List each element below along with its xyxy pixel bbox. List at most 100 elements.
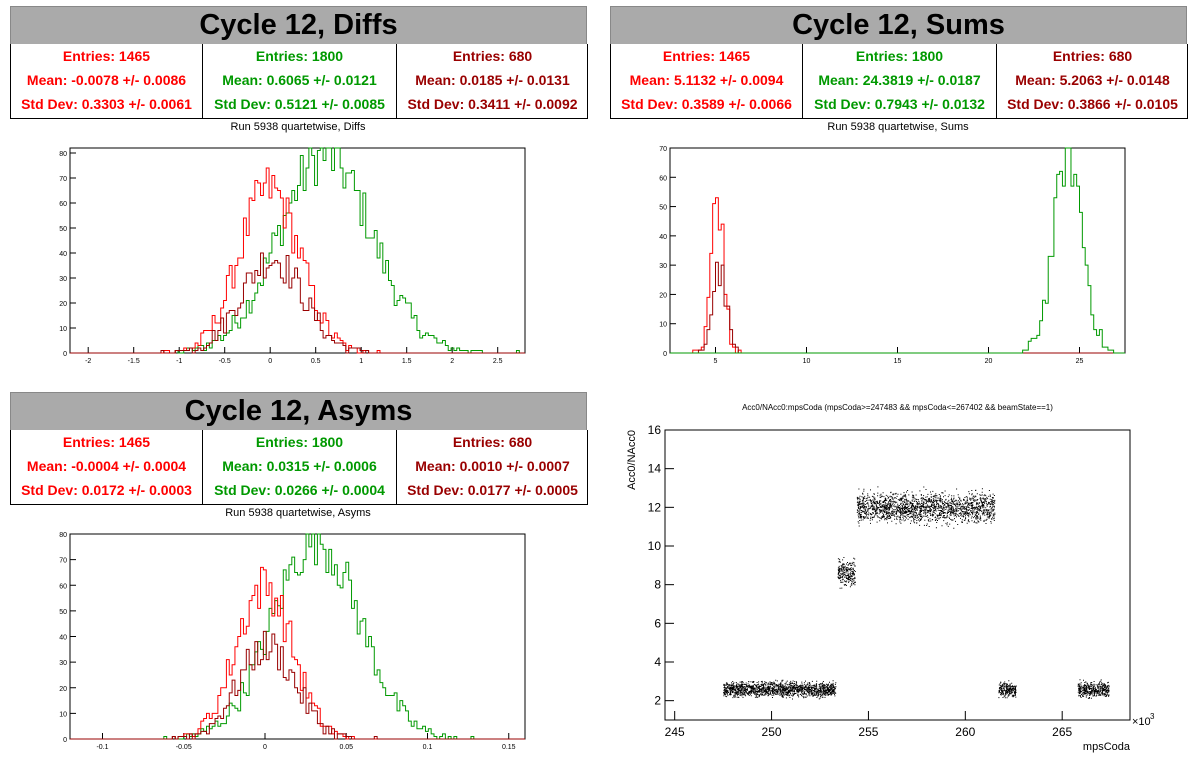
x-tick-label: 0.5 [311, 358, 321, 365]
sums-stats-darkred: Entries: 680 Mean: 5.2063 +/- 0.0148 Std… [996, 44, 1188, 118]
x-tick-label: 260 [955, 725, 975, 739]
sums-stats-red: Entries: 1465 Mean: 5.1132 +/- 0.0094 St… [611, 44, 802, 118]
asyms-stats-green: Entries: 1800 Mean: 0.0315 +/- 0.0006 St… [202, 430, 396, 504]
histogram-series [70, 147, 525, 354]
diffs-stats-darkred: Entries: 680 Mean: 0.0185 +/- 0.0131 Std… [396, 44, 588, 118]
stat-entries: Entries: 1465 [662, 48, 751, 64]
x-multiplier: ×10 [1132, 716, 1151, 728]
x-tick-label: 0 [268, 358, 272, 365]
x-tick-label: -1.5 [128, 358, 140, 365]
x-tick-label: 255 [858, 725, 878, 739]
diffs-stats-red: Entries: 1465 Mean: -0.0078 +/- 0.0086 S… [11, 44, 202, 118]
y-tick-label: 20 [59, 301, 67, 308]
x-axis-label: mpsCoda [1083, 741, 1131, 753]
y-tick-label: 10 [659, 322, 667, 329]
x-tick-label: 5 [714, 358, 718, 365]
y-tick-label: 60 [59, 583, 67, 590]
stat-mean: Mean: 0.0315 +/- 0.0006 [222, 458, 377, 474]
y-axis-label: Acc0/NAcc0 [626, 430, 638, 490]
histogram-series [670, 147, 1125, 354]
stat-mean: Mean: 0.0010 +/- 0.0007 [415, 458, 570, 474]
x-tick-label: 25 [1076, 358, 1084, 365]
y-tick-label: 0 [663, 351, 667, 358]
x-tick-label: 0.1 [423, 744, 433, 751]
y-tick-label: 50 [59, 226, 67, 233]
x-tick-label: 250 [762, 725, 782, 739]
x-tick-label: 0.15 [502, 744, 516, 751]
stat-entries: Entries: 1465 [62, 48, 151, 64]
stat-entries: Entries: 680 [452, 434, 533, 450]
sums-title: Cycle 12, Sums [610, 6, 1187, 45]
y-tick-label: 40 [59, 251, 67, 258]
plot-frame [664, 429, 1131, 721]
diffs-subtitle: Run 5938 quartetwise, Diffs [230, 121, 366, 133]
stat-mean: Mean: 5.2063 +/- 0.0148 [1015, 72, 1170, 88]
y-tick-label: 60 [659, 175, 667, 182]
x-tick-label: -1 [176, 358, 182, 365]
asyms-stats-darkred: Entries: 680 Mean: 0.0010 +/- 0.0007 Std… [396, 430, 588, 504]
stat-entries: Entries: 680 [452, 48, 533, 64]
x-multiplier-exponent: 3 [1150, 712, 1155, 721]
stat-std: Std Dev: 0.0177 +/- 0.0005 [407, 482, 578, 498]
asyms-stats-box: Entries: 1465 Mean: -0.0004 +/- 0.0004 S… [10, 430, 588, 505]
stat-entries: Entries: 1465 [62, 434, 151, 450]
y-tick-label: 2 [654, 694, 661, 708]
y-tick-label: 30 [659, 263, 667, 270]
x-tick-label: -2 [85, 358, 91, 365]
y-tick-label: 80 [59, 151, 67, 158]
y-tick-label: 4 [654, 655, 661, 669]
stat-std: Std Dev: 0.3866 +/- 0.0105 [1007, 96, 1178, 112]
stat-entries: Entries: 1800 [855, 48, 944, 64]
diffs-histogram: 0 10 20 30 40 50 60 70 80 -2 -1.5 -1 -0.5 0 0.5 1 1.5 2 2.… [59, 147, 526, 365]
y-tick-label: 14 [648, 462, 662, 476]
sums-stats-box: Entries: 1465 Mean: 5.1132 +/- 0.0094 St… [610, 44, 1188, 119]
y-tick-label: 30 [59, 660, 67, 667]
stat-mean: Mean: 0.0185 +/- 0.0131 [415, 72, 570, 88]
x-tick-label: 2.5 [493, 358, 503, 365]
y-tick-label: 6 [654, 616, 661, 630]
y-tick-label: 80 [59, 532, 67, 539]
stat-std: Std Dev: 0.5121 +/- 0.0085 [214, 96, 385, 112]
y-tick-label: 70 [659, 146, 667, 153]
stat-mean: Mean: 0.6065 +/- 0.0121 [222, 72, 377, 88]
plot-frame [669, 147, 1126, 354]
plot-frame [69, 533, 526, 740]
asyms-title: Cycle 12, Asyms [10, 392, 587, 431]
stat-std: Std Dev: 0.3303 +/- 0.0061 [21, 96, 192, 112]
x-tick-label: 1 [359, 358, 363, 365]
stat-mean: Mean: -0.0078 +/- 0.0086 [26, 72, 187, 88]
asyms-stats-red: Entries: 1465 Mean: -0.0004 +/- 0.0004 S… [11, 430, 202, 504]
y-tick-label: 40 [59, 635, 67, 642]
y-tick-label: 12 [648, 500, 662, 514]
x-tick-label: 10 [803, 358, 811, 365]
asyms-histogram: 0 10 20 30 40 50 60 70 80 -0.1 -0.05 0 0.05 0.1 0.15 [59, 532, 526, 751]
stat-mean: Mean: 5.1132 +/- 0.0094 [629, 72, 784, 88]
stat-mean: Mean: 24.3819 +/- 0.0187 [818, 72, 981, 88]
stat-entries: Entries: 680 [1052, 48, 1133, 64]
x-tick-label: 245 [665, 725, 685, 739]
x-tick-label: 0 [263, 744, 267, 751]
acc0-scatter-plot: Acc0/NAcc0:mpsCoda (mpsCoda>=247483 && m… [626, 403, 1155, 753]
x-tick-label: 1.5 [402, 358, 412, 365]
sums-stats-green: Entries: 1800 Mean: 24.3819 +/- 0.0187 S… [802, 44, 996, 118]
y-tick-label: 16 [648, 423, 662, 437]
stat-mean: Mean: -0.0004 +/- 0.0004 [26, 458, 187, 474]
y-tick-label: 10 [59, 326, 67, 333]
sums-subtitle: Run 5938 quartetwise, Sums [827, 121, 969, 133]
y-tick-label: 50 [59, 609, 67, 616]
y-tick-label: 40 [659, 234, 667, 241]
y-tick-label: 10 [648, 539, 662, 553]
diffs-title: Cycle 12, Diffs [10, 6, 587, 45]
x-tick-label: -0.1 [96, 744, 108, 751]
y-tick-label: 20 [659, 292, 667, 299]
stat-std: Std Dev: 0.3589 +/- 0.0066 [621, 96, 792, 112]
histogram-series [70, 252, 525, 354]
y-tick-label: 70 [59, 176, 67, 183]
y-tick-label: 0 [63, 737, 67, 744]
x-tick-label: -0.05 [176, 744, 192, 751]
stat-std: Std Dev: 0.0266 +/- 0.0004 [214, 482, 385, 498]
diffs-stats-box: Entries: 1465 Mean: -0.0078 +/- 0.0086 S… [10, 44, 588, 119]
stat-entries: Entries: 1800 [255, 434, 344, 450]
stat-entries: Entries: 1800 [255, 48, 344, 64]
x-tick-label: 20 [985, 358, 993, 365]
